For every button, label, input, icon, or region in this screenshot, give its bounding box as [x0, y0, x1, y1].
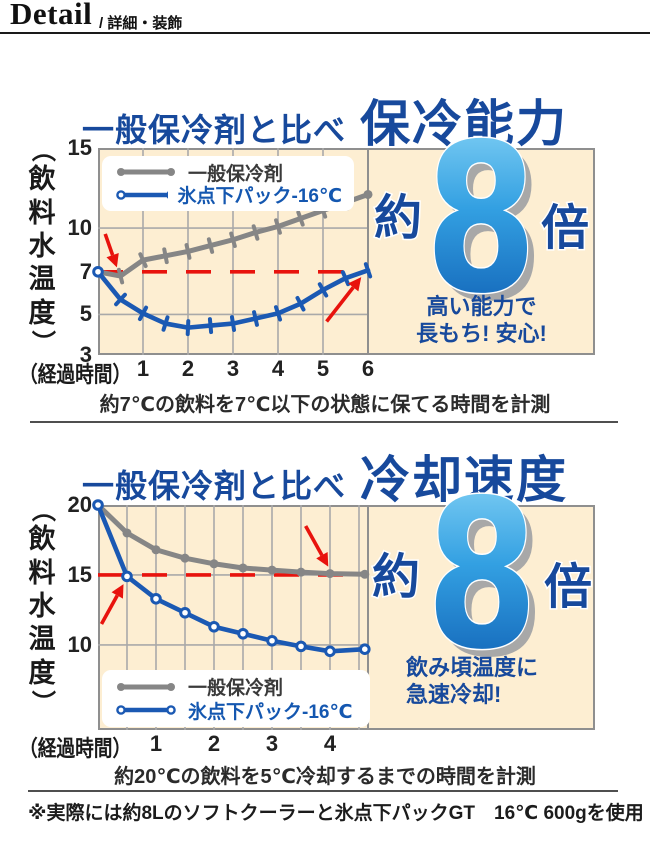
gray-line-sample-icon: [117, 682, 175, 691]
y-axis-label-char: ）: [29, 689, 56, 714]
footnote: ※実際には約8Lのソフトクーラーと氷点下パックGT 16℃ 600gを使用: [28, 803, 644, 824]
y-tick-label: 15: [67, 135, 92, 160]
section2-title-main: 冷却速度: [360, 452, 568, 508]
y-tick-label: 5: [79, 301, 92, 327]
legend-label-subzero-pack: 氷点下パック-16℃: [177, 186, 342, 208]
y-tick-label: 10: [67, 631, 92, 657]
section2-title: 一般保冷剤と比べ 冷却速度: [0, 440, 650, 512]
x-tick-label: 3: [265, 731, 279, 756]
y-axis-label-char: 水: [28, 590, 56, 621]
y-axis-label-char: 温: [28, 624, 56, 655]
legend-row-gray: 一般保冷剤: [114, 161, 342, 185]
y-axis-label-char: 料: [28, 557, 56, 588]
y-tick-label: 3: [79, 342, 92, 367]
legend-label-subzero-pack: 氷点下パック-16℃: [188, 701, 353, 723]
x-tick-label: 5: [316, 356, 330, 381]
chart1-y-axis-label: （飲料水温度）: [26, 138, 58, 354]
section2-title-prefix: 一般保冷剤と比べ: [81, 468, 346, 504]
x-tick-label: 1: [149, 731, 163, 756]
note-line: 高い能力で: [426, 294, 537, 319]
footer-divider: [28, 790, 618, 792]
note-line: 急速冷却!: [406, 682, 502, 707]
chart1-badge-note: 高い能力で 長もち! 安心!: [368, 293, 595, 347]
y-axis-label-char: 水: [28, 230, 56, 261]
y-axis-label-char: 度: [28, 657, 56, 688]
legend-row-gray: 一般保冷剤: [114, 676, 358, 700]
header-divider: [0, 32, 650, 34]
blue-line-sample-icon: [116, 189, 168, 200]
y-axis-label-char: 飲: [28, 524, 56, 555]
y-tick-label: 10: [67, 215, 92, 241]
chart1-caption: 約7℃の飲料を7℃以下の状態に保てる時間を計測: [99, 394, 551, 416]
section1-title-main: 保冷能力: [360, 96, 568, 152]
x-tick-label: 4: [271, 356, 285, 381]
y-tick-label: 15: [67, 561, 92, 587]
x-tick-label: 2: [181, 356, 195, 381]
chart2-caption: 約20℃の飲料を5℃冷却するまでの時間を計測: [114, 766, 536, 788]
legend-label-regular-pack: 一般保冷剤: [188, 163, 284, 185]
page-title: Detail: [10, 0, 93, 31]
y-axis-label-char: 度: [28, 297, 56, 328]
legend-label-regular-pack: 一般保冷剤: [188, 678, 284, 700]
y-axis-label-char: 温: [28, 264, 56, 295]
x-tick-label: 6: [361, 356, 375, 381]
y-axis-label-char: 飲: [28, 164, 56, 195]
x-tick-label: 4: [323, 731, 337, 756]
section1-title: 一般保冷剤と比べ 保冷能力: [0, 84, 650, 156]
gray-line-sample-icon: [117, 168, 175, 177]
chart2-badge-note: 飲み頃温度に 急速冷却!: [406, 654, 606, 708]
chart2-y-axis-label: （飲料水温度）: [26, 498, 58, 714]
chart2-x-axis-label: （経過時間）: [19, 736, 132, 761]
legend-row-blue: 氷点下パック-16℃: [114, 184, 342, 208]
y-axis-label-char: 料: [28, 197, 56, 228]
note-line: 長もち! 安心!: [416, 321, 547, 346]
x-tick-label: 2: [207, 731, 221, 756]
blue-line-sample-icon: [116, 705, 176, 716]
y-tick-label: 7: [79, 258, 92, 284]
legend-row-blue: 氷点下パック-16℃: [114, 699, 358, 723]
chart2-legend: 一般保冷剤 氷点下パック-16℃: [102, 670, 370, 727]
y-tick-label: 20: [67, 492, 92, 517]
x-tick-label: 1: [136, 356, 150, 381]
page-subtitle: / 詳細・装飾: [99, 15, 183, 32]
chart1-x-axis-label: （経過時間）: [19, 362, 132, 387]
section1-title-prefix: 一般保冷剤と比べ: [81, 112, 346, 148]
chart1-legend: 一般保冷剤 氷点下パック-16℃: [102, 156, 354, 211]
section-divider: [30, 421, 618, 423]
note-line: 飲み頃温度に: [406, 655, 539, 680]
x-tick-label: 3: [226, 356, 240, 381]
